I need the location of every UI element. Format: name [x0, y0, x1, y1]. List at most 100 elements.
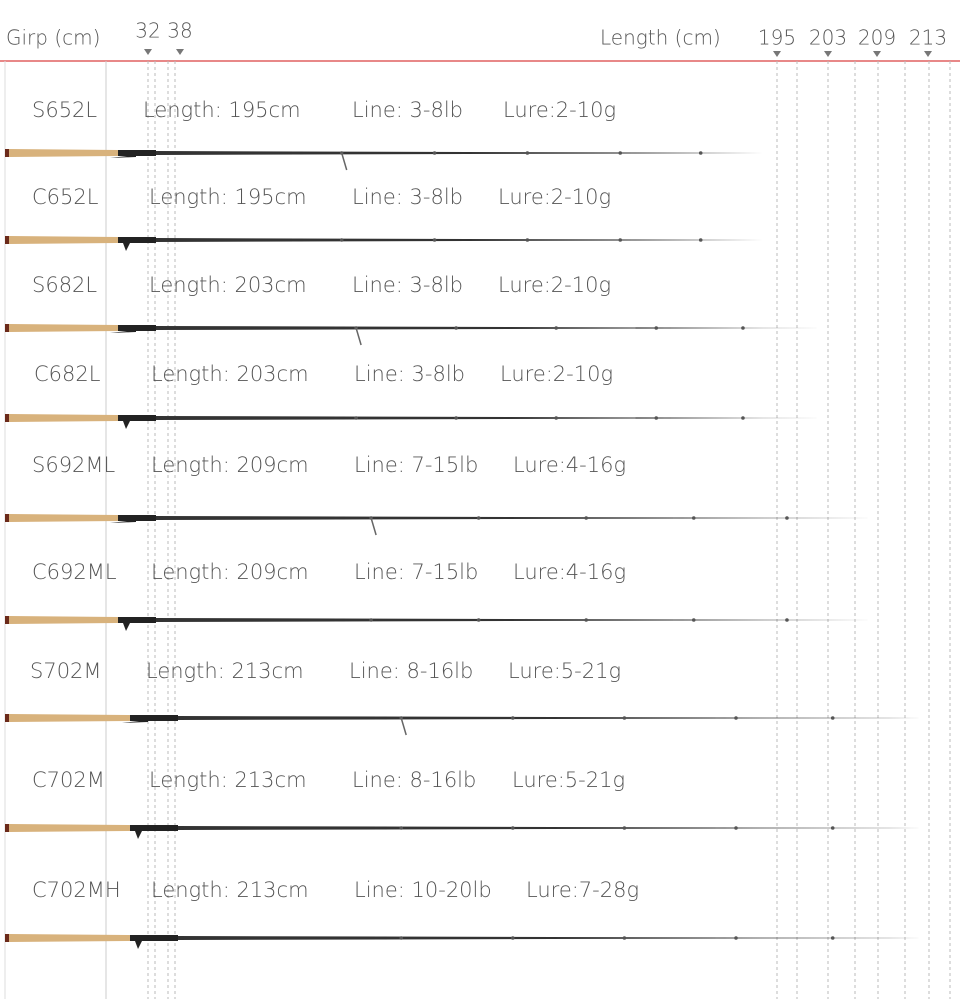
- rod-butt: [5, 149, 9, 157]
- row-length: Length: 203cm: [149, 273, 307, 297]
- rod-guide: [584, 618, 588, 622]
- rod-guide: [622, 716, 627, 720]
- tick-arrow: [924, 51, 932, 57]
- row-lure: Lure:7-28g: [526, 878, 639, 902]
- rod-guide: [511, 826, 515, 830]
- row-lure: Lure:4-16g: [513, 453, 626, 477]
- row-lure: Lure:2-10g: [498, 273, 611, 297]
- rod-guide: [654, 416, 659, 420]
- rod-butt: [5, 514, 9, 522]
- row-lure: Lure:5-21g: [508, 659, 621, 683]
- guide-lines: [147, 61, 951, 999]
- reel-seat: [118, 415, 156, 421]
- rod-handle: [9, 824, 130, 832]
- rod-blank: [156, 516, 873, 520]
- row-model: S692ML: [32, 453, 116, 477]
- rod-guide: [511, 716, 515, 720]
- rod-blank: [178, 936, 922, 940]
- rod-guide: [369, 618, 373, 622]
- rod-guide: [691, 516, 696, 520]
- row-lure: Lure:5-21g: [512, 768, 625, 792]
- rod-butt: [5, 324, 9, 332]
- row-lure: Lure:2-10g: [500, 362, 613, 386]
- rod-guide: [354, 416, 358, 420]
- rod-butt: [5, 236, 9, 244]
- reel-foot: [110, 330, 136, 333]
- row-line: Line: 3-8lb: [352, 185, 463, 209]
- rod-butt: [5, 714, 9, 722]
- row-length: Length: 209cm: [151, 560, 309, 584]
- row-line: Line: 3-8lb: [354, 362, 465, 386]
- reel-seat: [130, 825, 178, 831]
- reel-seat: [118, 515, 156, 521]
- stripping-guide: [355, 327, 362, 346]
- rod-guide: [654, 326, 659, 330]
- grip-label: Girp (cm): [6, 26, 100, 50]
- row-model: C652L: [32, 185, 99, 209]
- row-length: Length: 195cm: [143, 98, 301, 122]
- tick-arrow: [773, 51, 781, 57]
- tick-arrow: [873, 51, 881, 57]
- reel-seat: [118, 617, 156, 623]
- row-line: Line: 7-15lb: [354, 560, 478, 584]
- row-lure: Lure:2-10g: [498, 185, 611, 209]
- trigger: [135, 941, 142, 949]
- rod-guide: [432, 238, 437, 242]
- rod-guide: [622, 936, 627, 940]
- row-model: C702MH: [32, 878, 121, 902]
- row-model: C682L: [34, 362, 101, 386]
- trigger: [123, 421, 130, 429]
- row-length: Length: 195cm: [149, 185, 307, 209]
- row-model: S702M: [30, 659, 102, 683]
- row-model: C702M: [32, 768, 105, 792]
- rod-guide: [554, 416, 558, 420]
- trigger: [123, 243, 130, 251]
- row-model: C692ML: [32, 560, 117, 584]
- row-line: Line: 3-8lb: [352, 273, 463, 297]
- rod-butt: [5, 414, 9, 422]
- reel-foot: [110, 155, 136, 158]
- rod-guide: [511, 936, 515, 940]
- rod-guide: [525, 151, 530, 155]
- rod-guide: [476, 516, 481, 520]
- rod-guide: [339, 238, 344, 242]
- rod-guide: [399, 826, 404, 830]
- rod-guide: [830, 716, 835, 720]
- rod-handle: [9, 514, 118, 522]
- row-model: S652L: [32, 98, 97, 122]
- row-line: Line: 3-8lb: [352, 98, 463, 122]
- rod-guide: [584, 516, 588, 520]
- tick-arrow: [176, 49, 184, 55]
- row-length: Length: 203cm: [151, 362, 309, 386]
- length-tick-label: 203: [809, 26, 847, 50]
- rod-handle: [9, 236, 118, 244]
- reel-seat: [118, 237, 156, 243]
- reel-seat: [130, 935, 178, 941]
- row-length: Length: 213cm: [151, 878, 309, 902]
- rod-guide: [741, 326, 745, 330]
- tick-arrow: [824, 51, 832, 57]
- length-tick-label: 195: [758, 26, 796, 50]
- row-line: Line: 7-15lb: [354, 453, 478, 477]
- rod-handle: [9, 714, 130, 722]
- rod-handle: [9, 324, 118, 332]
- rod-guide: [432, 151, 437, 155]
- rod-blank: [178, 826, 922, 830]
- rod-blank: [156, 618, 873, 622]
- rod-blank: [156, 238, 775, 242]
- rod-guide: [785, 618, 789, 622]
- rod-guide: [525, 238, 530, 242]
- rod-handle: [9, 414, 118, 422]
- length-tick-label: 209: [858, 26, 896, 50]
- row-lure: Lure:4-16g: [513, 560, 626, 584]
- length-label: Length (cm): [600, 26, 721, 50]
- reel-seat: [118, 150, 156, 156]
- rod-guide: [830, 936, 835, 940]
- rod-handle: [9, 934, 130, 942]
- row-lure: Lure:2-10g: [503, 98, 616, 122]
- rod-butt: [5, 934, 9, 942]
- rod-guide: [476, 618, 481, 622]
- rod-guide: [734, 826, 738, 830]
- rod-guide: [830, 826, 835, 830]
